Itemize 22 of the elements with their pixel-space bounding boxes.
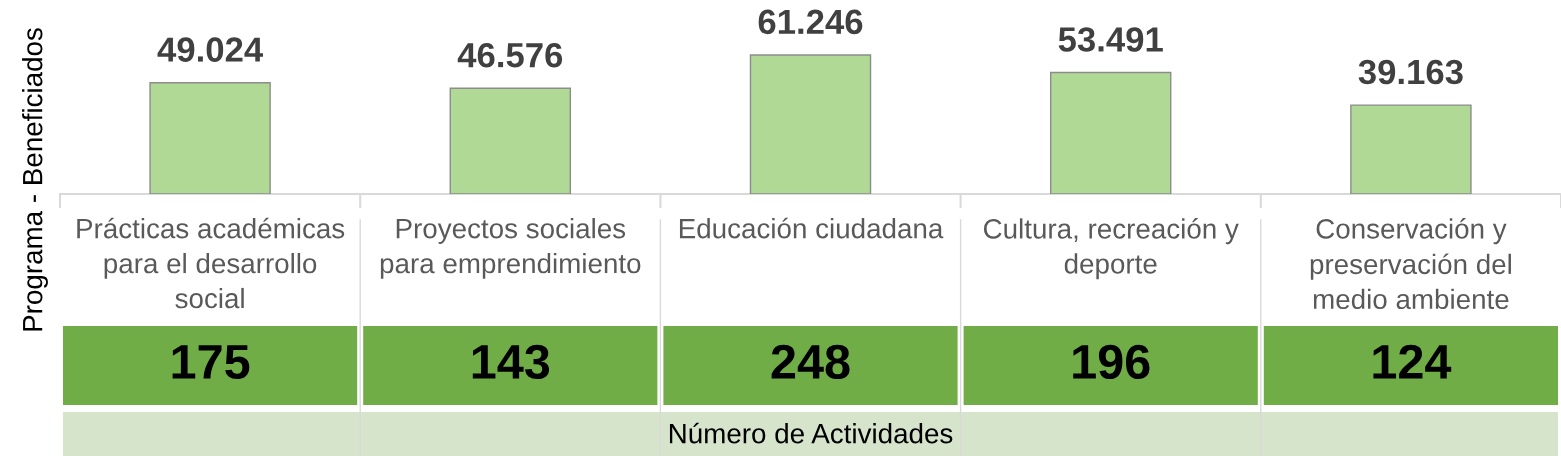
- bar: [1049, 71, 1172, 194]
- y-axis-title: Programa - Beneficiados: [22, 28, 48, 331]
- bar: [449, 87, 572, 194]
- x-tick-label: Educación ciudadana: [679, 217, 944, 239]
- x-tick-label: Proyectos sociales para emprendimiento: [380, 218, 641, 279]
- bar: [149, 81, 271, 194]
- text: 248: [771, 344, 850, 380]
- x-axis-title: Número de Actividades: [669, 422, 953, 444]
- data-label: 39.163: [1358, 59, 1463, 85]
- data-label: 49.024: [157, 37, 264, 62]
- text: 175: [172, 345, 250, 380]
- bar: [1350, 104, 1472, 194]
- text: 124: [1373, 344, 1452, 379]
- data-label: 61.246: [758, 9, 863, 35]
- x-tick-label: Cultura, recreación y deporte: [983, 218, 1239, 280]
- data-label: 53.491: [1058, 27, 1163, 52]
- x-tick-label: Conservación y preservación del medio ambiente: [1310, 218, 1511, 310]
- text: 143: [472, 344, 550, 380]
- bar: [749, 54, 872, 194]
- text: 196: [1073, 344, 1150, 380]
- x-tick-label: Prácticas académicas para el desarrollo social: [77, 217, 345, 309]
- data-label: 46.576: [457, 42, 563, 68]
